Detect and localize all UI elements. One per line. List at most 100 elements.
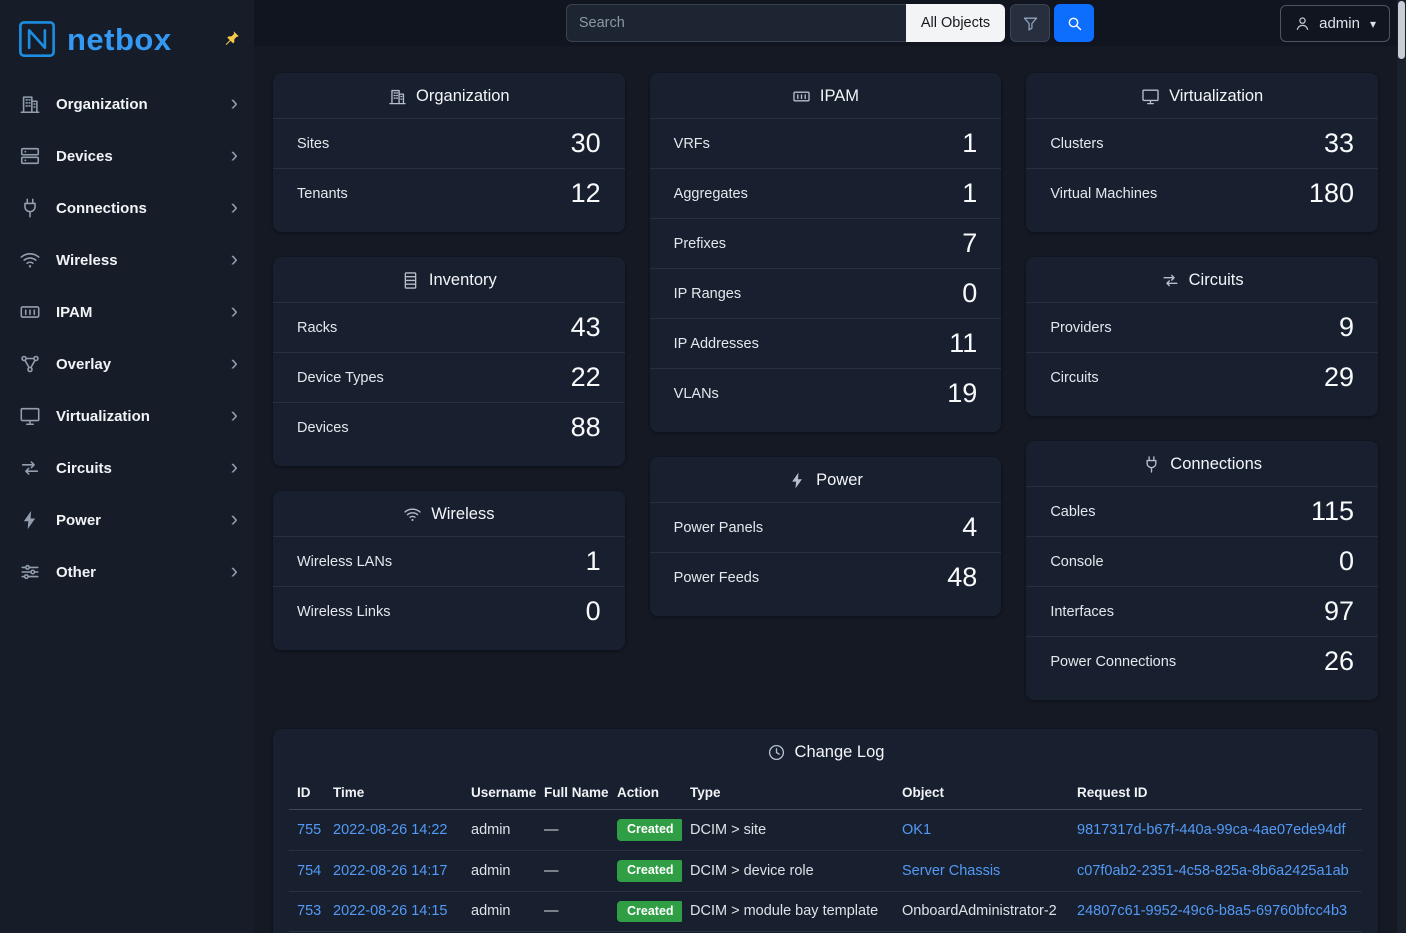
col-header-username: Username (463, 776, 536, 810)
stat-link-sites[interactable]: Sites (297, 135, 330, 152)
power-card: Power Power Panels 4 Power Feeds 48 (649, 457, 1002, 616)
stat-link-devices[interactable]: Devices (297, 419, 349, 436)
stat-link-circuits[interactable]: Circuits (1050, 369, 1099, 386)
stat-link-virtual-machines[interactable]: Virtual Machines (1050, 185, 1158, 202)
change-object-link[interactable]: OK1 (902, 821, 932, 838)
sidebar-header: netbox (0, 0, 254, 78)
object-type-button[interactable]: All Objects (905, 4, 1006, 42)
col-header-time: Time (325, 776, 463, 810)
stat-value: 26 (1323, 646, 1354, 676)
netbox-logo-icon (16, 18, 58, 60)
sidebar-item-other[interactable]: Other › (0, 546, 254, 598)
stat-value: 43 (570, 312, 601, 342)
change-time-link[interactable]: 2022-08-26 14:15 (333, 903, 448, 920)
stat-link-vrfs[interactable]: VRFs (673, 135, 710, 152)
filter-button[interactable] (1010, 4, 1051, 42)
chevron-right-icon: › (230, 401, 238, 427)
sidebar-item-wireless[interactable]: Wireless › (0, 234, 254, 286)
change-request-id-link[interactable]: c07f0ab2-2351-4c58-825a-8b6a2425a1ab (1077, 862, 1349, 879)
stat-link-ip-ranges[interactable]: IP Ranges (673, 285, 742, 302)
action-badge: Created (617, 819, 682, 841)
change-time-link[interactable]: 2022-08-26 14:17 (333, 862, 448, 879)
change-type: DCIM > site (690, 821, 767, 838)
user-menu-button[interactable]: admin ▾ (1280, 5, 1390, 42)
stat-value: 97 (1323, 596, 1354, 626)
counter-icon (792, 87, 811, 106)
building-icon (388, 87, 407, 106)
stat-row: Racks 43 (273, 302, 625, 352)
sidebar-item-ipam[interactable]: IPAM › (0, 286, 254, 338)
sidebar-item-power[interactable]: Power › (0, 494, 254, 546)
change-request-id-link[interactable]: 9817317d-b67f-440a-99ca-4ae07ede94df (1077, 821, 1346, 838)
sidebar-item-label: Circuits (56, 459, 112, 477)
card-title-text: Wireless (431, 505, 495, 523)
change-full-name: — (544, 903, 559, 920)
lightning-icon (19, 509, 41, 531)
stat-link-power-connections[interactable]: Power Connections (1050, 653, 1177, 670)
change-id-link[interactable]: 755 (297, 821, 322, 838)
stat-link-providers[interactable]: Providers (1050, 319, 1112, 336)
stat-link-racks[interactable]: Racks (297, 319, 338, 336)
funnel-icon (1022, 15, 1039, 32)
stat-link-aggregates[interactable]: Aggregates (673, 185, 748, 202)
stat-link-cables[interactable]: Cables (1050, 503, 1096, 520)
stat-link-vlans[interactable]: VLANs (673, 385, 719, 402)
plug-icon (1142, 455, 1161, 474)
change-time-link[interactable]: 2022-08-26 14:22 (333, 821, 448, 838)
stat-link-clusters[interactable]: Clusters (1050, 135, 1104, 152)
stat-link-wireless-lans[interactable]: Wireless LANs (297, 553, 393, 570)
sidebar-item-virtualization[interactable]: Virtualization › (0, 390, 254, 442)
stat-value: 33 (1323, 128, 1354, 158)
stat-link-tenants[interactable]: Tenants (297, 185, 348, 202)
change-request-id-link[interactable]: 24807c61-9952-49c6-b8a5-69760bfcc4b3 (1077, 903, 1348, 920)
stat-row: Aggregates 1 (649, 168, 1002, 218)
stat-row: Virtual Machines 180 (1026, 168, 1378, 218)
page-scrollbar[interactable] (1397, 0, 1406, 933)
stat-link-power-feeds[interactable]: Power Feeds (673, 569, 760, 586)
search-input[interactable] (565, 4, 906, 42)
sidebar-item-overlay[interactable]: Overlay › (0, 338, 254, 390)
change-id-link[interactable]: 754 (297, 862, 322, 879)
card-title-text: Virtualization (1169, 87, 1264, 105)
history-icon (767, 743, 786, 762)
stat-link-prefixes[interactable]: Prefixes (673, 235, 727, 252)
stat-value: 12 (570, 178, 601, 208)
card-title-text: IPAM (819, 87, 860, 105)
card-title-text: Connections (1170, 455, 1263, 473)
stat-link-ip-addresses[interactable]: IP Addresses (673, 335, 759, 352)
change-username: admin (471, 862, 511, 879)
sidebar-item-organization[interactable]: Organization › (0, 78, 254, 130)
change-username: admin (471, 821, 511, 838)
stat-link-power-panels[interactable]: Power Panels (673, 519, 764, 536)
search-submit-button[interactable] (1054, 4, 1095, 42)
sidebar-item-label: Overlay (56, 355, 112, 373)
card-title: IPAM (650, 73, 1002, 118)
change-id-link[interactable]: 753 (297, 903, 322, 920)
card-title-text: Circuits (1188, 271, 1244, 289)
change-username: admin (471, 903, 511, 920)
card-title-text: Power (816, 471, 863, 489)
action-badge: Created (617, 900, 682, 923)
chevron-right-icon: › (230, 193, 238, 219)
change-object-link[interactable]: Server Chassis (902, 862, 1001, 879)
sidebar-item-connections[interactable]: Connections › (0, 182, 254, 234)
netbox-logo[interactable]: netbox (16, 18, 172, 60)
change-type: DCIM > module bay template (690, 903, 879, 920)
stat-row: Devices 88 (273, 402, 625, 452)
sidebar-item-circuits[interactable]: Circuits › (0, 442, 254, 494)
changelog-row: 753 2022-08-26 14:15 admin — Created DCI… (289, 891, 1362, 933)
scrollbar-thumb[interactable] (1398, 1, 1405, 59)
server-icon (19, 145, 41, 167)
change-log-table: ID Time Username Full Name Action Type O… (289, 776, 1362, 933)
stat-link-device-types[interactable]: Device Types (297, 369, 384, 386)
change-object: OnboardAdministrator-2 (902, 903, 1057, 920)
stat-link-interfaces[interactable]: Interfaces (1050, 603, 1114, 620)
pin-icon[interactable] (223, 30, 240, 47)
virtualization-card: Virtualization Clusters 33 Virtual Machi… (1026, 73, 1378, 232)
sidebar-item-label: Power (56, 511, 102, 529)
stat-link-console[interactable]: Console (1050, 553, 1104, 570)
sidebar-item-devices[interactable]: Devices › (0, 130, 254, 182)
stat-row: VRFs 1 (649, 118, 1002, 168)
stat-row: Device Types 22 (273, 352, 625, 402)
stat-link-wireless-links[interactable]: Wireless Links (297, 603, 391, 620)
